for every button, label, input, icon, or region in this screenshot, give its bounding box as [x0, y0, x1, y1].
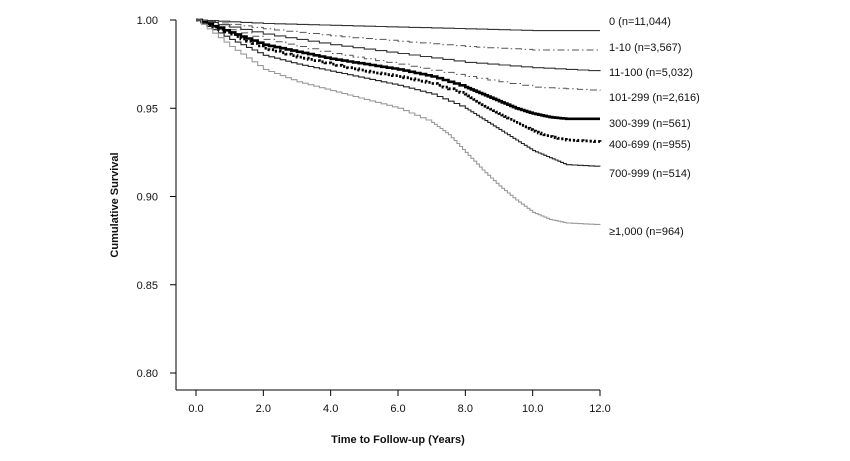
legend-label-1: 1-10 (n=3,567): [609, 42, 681, 54]
y-tick-label: 0.95: [137, 103, 158, 115]
legend-label-4: 300-399 (n=561): [609, 118, 691, 130]
series-line-7: [196, 19, 601, 225]
x-tick-label: 6.0: [390, 403, 405, 415]
x-tick-label: 0.0: [188, 403, 203, 415]
chart-axes: [175, 20, 600, 391]
axis-ticks: 0.0 2.0 4.0 6.0 8.0 10.0 12.0 0.80 0.85 0.90 0.95 1…: [137, 15, 611, 415]
series-line-2: [196, 19, 601, 72]
legend-label-3: 101-299 (n=2,616): [609, 92, 700, 104]
y-tick-label: 1.00: [137, 15, 158, 27]
y-tick-label: 0.85: [137, 280, 158, 292]
legend-label-5: 400-699 (n=955): [609, 139, 691, 151]
series-layer: [196, 18, 602, 225]
series-line-0: [196, 19, 600, 32]
legend-label-0: 0 (n=11,044): [609, 16, 671, 28]
y-axis-title: Cumulative Survival: [109, 152, 121, 257]
x-tick-label: 4.0: [323, 403, 338, 415]
x-tick-label: 12.0: [589, 403, 610, 415]
legend-label-6: 700-999 (n=514): [609, 168, 691, 180]
y-tick-label: 0.80: [137, 368, 158, 380]
x-tick-label: 2.0: [256, 403, 271, 415]
x-tick-label: 10.0: [522, 403, 543, 415]
series-line-5: [196, 18, 602, 143]
x-tick-label: 8.0: [458, 403, 473, 415]
legend-label-2: 11-100 (n=5,032): [609, 67, 693, 79]
legend-label-7: ≥1,000 (n=964): [609, 226, 684, 238]
series-line-4: [196, 18, 600, 121]
series-line-6: [196, 19, 601, 167]
series-line-1: [196, 19, 600, 51]
y-tick-label: 0.90: [137, 192, 158, 204]
x-axis-title: Time to Follow-up (Years): [331, 434, 465, 446]
legend-layer: 0 (n=11,044) 1-10 (n=3,567) 11-100 (n=5,03…: [609, 16, 700, 238]
